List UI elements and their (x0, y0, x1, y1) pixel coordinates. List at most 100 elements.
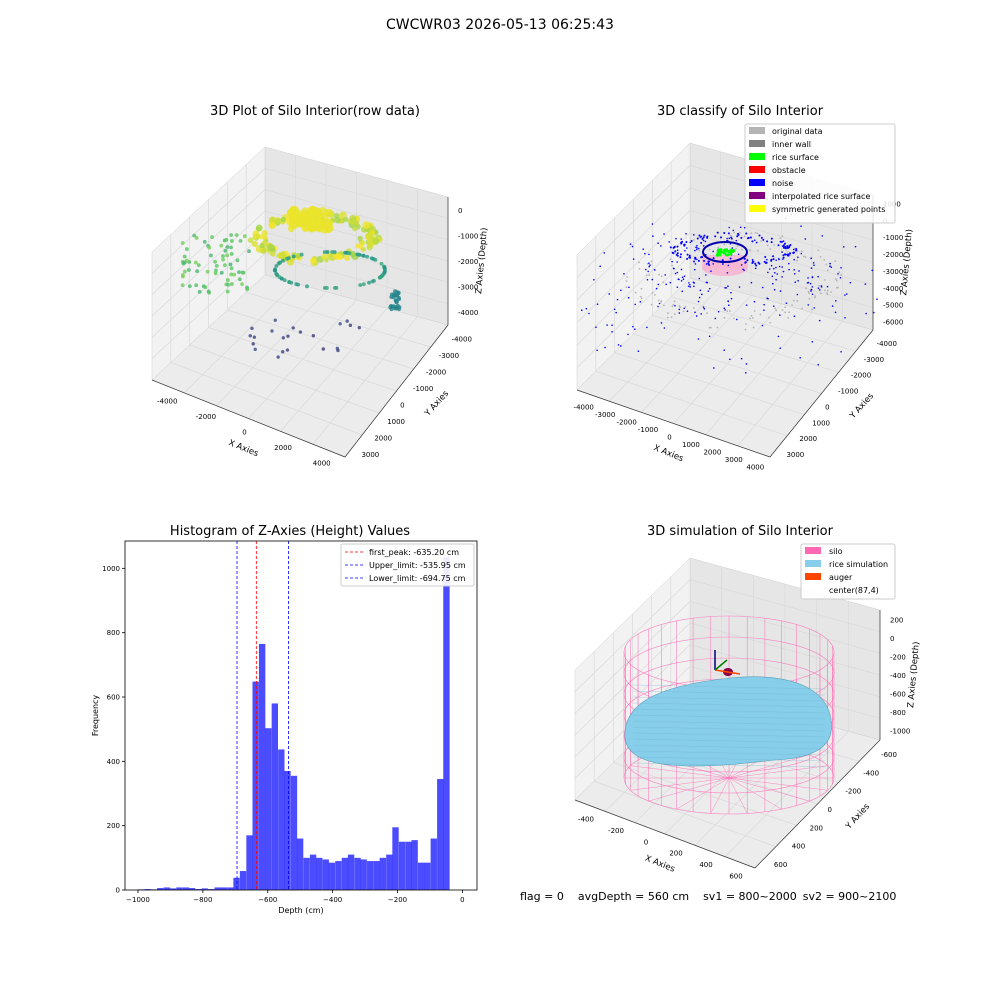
classify-y-tick-label: -2000 (851, 372, 871, 380)
classify-noise-point (730, 297, 733, 300)
classify-original-point (728, 310, 731, 312)
raw-data-point (255, 233, 261, 239)
classify-noise-point (812, 262, 815, 264)
histogram-bar (296, 838, 304, 890)
classify-rice-surface-point (716, 250, 720, 254)
classify-original-point (766, 244, 769, 247)
raw-data-point (229, 239, 234, 243)
classify-original-point (826, 269, 829, 272)
classify-noise-point (871, 269, 874, 272)
classify-noise-point (632, 325, 634, 328)
classify-noise-point (668, 241, 670, 243)
classify-noise-point (754, 262, 757, 265)
classify-noise-point (763, 260, 766, 263)
classify-legend-label: original data (772, 127, 823, 136)
classify-noise-point (595, 326, 597, 329)
classify-original-point (708, 326, 711, 329)
raw-data-point (285, 348, 290, 352)
raw-data-point (281, 350, 285, 354)
histogram-bar (195, 889, 202, 890)
silo-wireframe-line (728, 777, 782, 810)
classify-original-point (793, 299, 795, 302)
classify-noise-point (773, 288, 776, 291)
classify-legend-swatch (749, 192, 765, 199)
classify-noise-point (680, 268, 683, 271)
classify-x-tick-label: 3000 (725, 456, 743, 464)
classify-x-tick-label: 4000 (746, 463, 764, 470)
classify-original-point (640, 287, 643, 290)
classify-noise-point (634, 303, 637, 306)
classify-original-point (787, 317, 790, 319)
classify-noise-point (792, 248, 795, 251)
raw-data-point (229, 272, 234, 277)
histogram-svg: −1000 −800 −600 −400 −200 0 0 200 400 600 800 1000 D… (91, 540, 478, 915)
classify-original-point (759, 313, 762, 316)
histogram-bar (322, 859, 329, 890)
raw-data-point (393, 289, 397, 294)
raw-y-tick-label: 2000 (374, 434, 392, 442)
classify-noise-point (703, 259, 706, 262)
raw-data-point (229, 266, 234, 271)
classify-y-tick-label: 2000 (799, 435, 817, 443)
classify-original-point (796, 250, 799, 253)
classify-original-point (741, 248, 743, 251)
classify-noise-point (697, 259, 700, 262)
histogram-bar (367, 861, 374, 890)
histogram-bar (188, 888, 196, 890)
classify-x-tick-label: 1000 (682, 441, 700, 449)
classify-original-point (717, 246, 720, 249)
classify-original-point (817, 249, 820, 252)
classify-plot-title: 3D classify of Silo Interior (656, 104, 824, 119)
raw-data-point (276, 355, 280, 359)
simulation-legend-frame (800, 543, 896, 600)
histogram-bar (386, 854, 393, 890)
sim-y-tick-label: 400 (792, 843, 805, 851)
silo-wireframe-line (728, 777, 828, 791)
classify-noise-point (619, 345, 622, 347)
classify-z-tick-label: -4000 (883, 285, 903, 293)
classify-noise-point (746, 259, 749, 262)
classify-noise-point (727, 285, 729, 287)
classify-noise-point (700, 241, 703, 244)
classify-noise-point (813, 307, 816, 309)
classify-noise-point (784, 253, 787, 256)
classify-noise-point (831, 305, 834, 307)
classify-noise-point (737, 253, 740, 256)
raw-data-point (262, 235, 268, 241)
classify-original-point (667, 312, 669, 315)
auger-marker (714, 669, 741, 675)
classify-original-point (660, 275, 663, 278)
classify-original-point (775, 309, 778, 312)
classify-noise-point (740, 236, 743, 239)
classify-noise-point (628, 286, 630, 289)
classify-original-point (804, 256, 807, 258)
classify-original-point (736, 244, 739, 247)
classify-noise-point (689, 286, 692, 288)
classify-noise-point (708, 264, 711, 267)
classify-noise-point (696, 258, 698, 261)
classify-original-point (825, 263, 828, 266)
classify-noise-point (714, 317, 717, 320)
sim-z-tick-label: -800 (890, 709, 906, 717)
classify-noise-point (700, 313, 702, 315)
histogram-bar (303, 857, 310, 890)
histogram-legend: first_peak: -635.20 cm Upper_limit: -535.… (340, 543, 475, 587)
classify-original-point (749, 317, 751, 320)
classify-noise-point (705, 263, 708, 265)
classify-noise-point (757, 261, 760, 264)
classify-original-point (784, 306, 787, 309)
classify-original-point (796, 300, 799, 302)
rice-simulation-mesh (632, 708, 826, 714)
classify-noise-point (763, 303, 765, 306)
flag-text: flag = 0 (520, 890, 564, 903)
classify-noise-point (697, 338, 700, 340)
classify-noise-point (729, 358, 731, 361)
raw-data-point (219, 243, 224, 248)
classify-noise-point (701, 293, 703, 296)
raw-data-point (289, 206, 299, 216)
classify-noise-point (749, 236, 752, 239)
classify-noise-point (692, 281, 695, 284)
classify-noise-point (703, 308, 706, 310)
classify-noise-point (724, 309, 726, 311)
raw-data-point (196, 263, 201, 268)
